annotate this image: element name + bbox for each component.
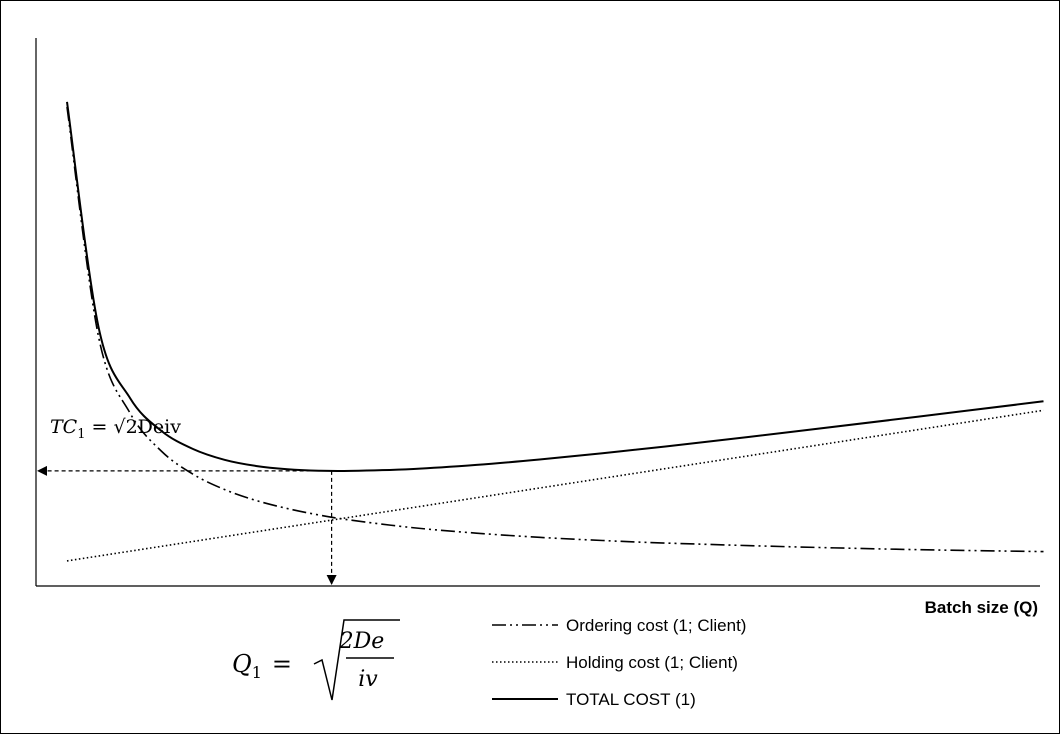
svg-text:TOTAL COST (1): TOTAL COST (1)	[566, 690, 696, 709]
svg-text:Holding cost (1; Client): Holding cost (1; Client)	[566, 653, 738, 672]
holding-cost-line	[66, 409, 1044, 562]
q-formula: Q1 = 2De iv	[232, 619, 400, 701]
legend-item-ordering: Ordering cost (1; Client)	[492, 616, 746, 635]
tc-formula: TC1 = √2Deiv	[50, 416, 181, 442]
svg-text:iv: iv	[358, 667, 378, 692]
total-cost-line	[66, 101, 1044, 473]
svg-text:2De: 2De	[339, 629, 385, 654]
svg-text:Ordering cost (1; Client): Ordering cost (1; Client)	[566, 616, 746, 635]
legend-item-holding: Holding cost (1; Client)	[492, 653, 738, 672]
svg-text:Q1=: Q1 =	[232, 650, 292, 682]
legend: Ordering cost (1; Client) Holding cost (…	[492, 616, 746, 709]
svg-text:TC1= √2Deiv: TC1 = √2Deiv	[50, 416, 181, 442]
ordering-cost-line	[66, 106, 1044, 553]
legend-item-total: TOTAL COST (1)	[492, 690, 696, 709]
x-axis-label: Batch size (Q)	[925, 598, 1038, 617]
